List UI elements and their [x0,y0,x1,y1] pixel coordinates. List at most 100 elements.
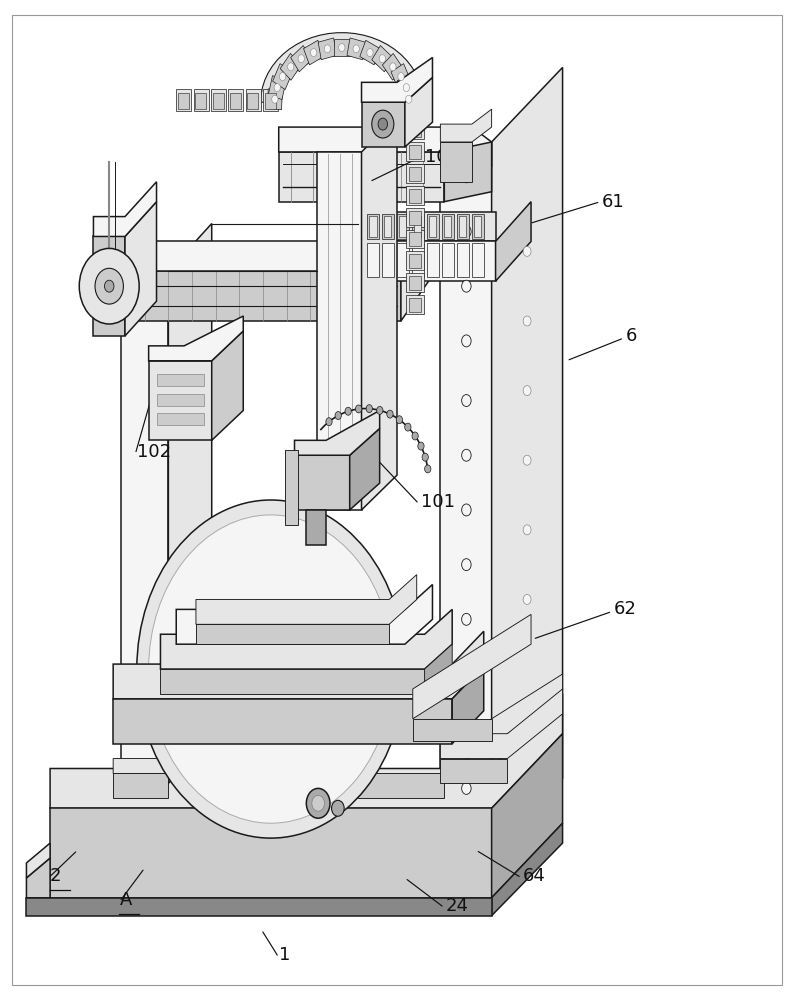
Bar [194,89,209,111]
Bar [442,214,453,239]
Bar [427,214,439,239]
Polygon shape [156,374,204,386]
Bar [280,53,301,80]
Polygon shape [413,719,491,741]
Polygon shape [114,699,453,744]
Polygon shape [50,694,563,808]
Circle shape [456,147,464,157]
Bar [445,216,452,237]
Polygon shape [491,823,563,916]
Polygon shape [401,241,429,321]
Circle shape [378,710,384,718]
Bar [472,243,484,277]
Bar [264,93,276,109]
Bar [407,164,424,183]
Text: 101: 101 [421,493,455,511]
Circle shape [332,800,344,816]
Circle shape [523,386,531,396]
Circle shape [298,55,304,63]
Bar [474,216,481,237]
Bar [195,93,206,109]
Polygon shape [361,241,495,281]
Bar [409,145,422,159]
Polygon shape [50,808,491,898]
Bar [176,89,191,111]
Polygon shape [491,67,563,853]
Circle shape [376,406,383,414]
Circle shape [461,226,471,237]
Circle shape [148,515,393,823]
Polygon shape [441,689,563,759]
Circle shape [461,673,471,685]
Bar [382,243,394,277]
Bar [245,89,260,111]
Bar [228,89,243,111]
Text: 61: 61 [602,193,625,211]
Bar [372,46,393,72]
Polygon shape [26,898,491,916]
Polygon shape [121,271,168,783]
Text: 2: 2 [50,867,62,885]
Bar [472,214,484,239]
Polygon shape [361,117,397,510]
Text: 62: 62 [614,600,637,618]
Polygon shape [121,241,429,271]
Bar [397,214,409,239]
Bar [347,38,365,60]
Bar [334,39,349,56]
Circle shape [345,407,351,415]
Polygon shape [176,585,433,644]
Circle shape [396,416,403,424]
Bar [397,243,409,277]
Bar [407,98,424,117]
Polygon shape [160,669,425,694]
Bar [409,232,422,246]
Text: 102: 102 [137,443,171,461]
Circle shape [461,613,471,625]
Circle shape [279,73,286,81]
Bar [399,216,407,237]
Polygon shape [441,759,507,783]
Polygon shape [114,721,212,773]
Bar [407,273,424,292]
Circle shape [461,395,471,407]
Circle shape [523,316,531,326]
Bar [457,214,468,239]
Bar [409,276,422,290]
Circle shape [461,280,471,292]
Bar [459,216,466,237]
Bar [414,216,422,237]
Text: 100: 100 [425,148,458,166]
Polygon shape [168,224,212,783]
Circle shape [274,84,280,92]
Circle shape [380,55,386,63]
Circle shape [339,710,345,718]
Polygon shape [453,666,484,744]
Polygon shape [306,510,326,545]
Circle shape [366,405,372,413]
Bar [407,120,424,139]
Circle shape [422,453,429,461]
Circle shape [177,710,183,718]
Bar [178,93,189,109]
Bar [229,93,241,109]
Polygon shape [317,152,361,510]
Polygon shape [445,142,491,202]
Circle shape [324,45,330,53]
Bar [412,243,424,277]
Polygon shape [425,644,453,694]
Polygon shape [495,202,531,281]
Circle shape [461,449,471,461]
Bar [303,40,324,65]
Polygon shape [260,33,423,102]
Text: 64: 64 [523,867,546,885]
Circle shape [461,559,471,571]
Circle shape [449,162,456,172]
Circle shape [461,728,471,740]
Bar [268,76,286,100]
Circle shape [356,405,362,413]
Circle shape [287,63,294,71]
Circle shape [312,795,325,811]
Bar [247,93,258,109]
Polygon shape [26,858,50,898]
